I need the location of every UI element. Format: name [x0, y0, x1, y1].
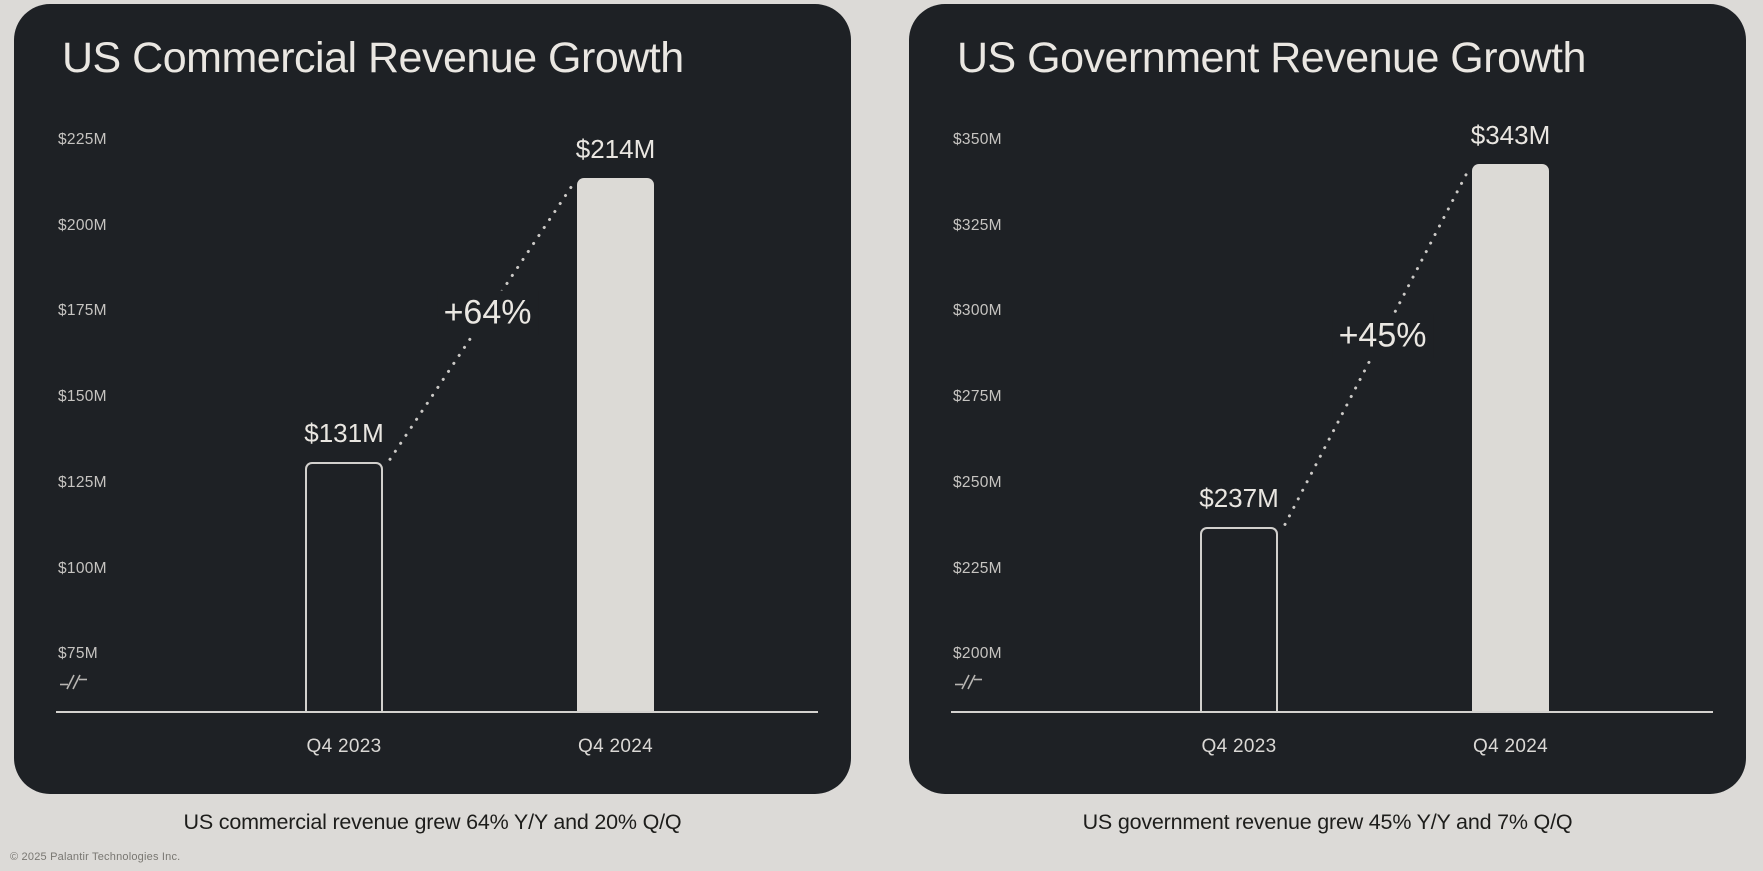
axis-break-icon — [60, 673, 88, 696]
bar-q4-2024 — [577, 177, 654, 711]
y-axis-tick-label: $225M — [953, 559, 1002, 577]
bar-value-label: $237M — [1199, 483, 1279, 514]
bar-q4-2023 — [305, 462, 383, 711]
x-axis-label: Q4 2023 — [1201, 736, 1277, 757]
growth-percent-label: +45% — [1331, 313, 1434, 359]
y-axis-tick-label: $250M — [953, 473, 1002, 491]
y-axis-tick-label: $125M — [58, 473, 107, 491]
copyright-text: © 2025 Palantir Technologies Inc. — [10, 851, 181, 863]
bar-value-label: $131M — [304, 418, 384, 449]
chart-card-commercial: US Commercial Revenue Growth $225M $200M $1… — [14, 4, 851, 794]
x-axis-label: Q4 2023 — [306, 736, 382, 757]
x-axis-baseline — [951, 711, 1713, 713]
x-axis-label: Q4 2024 — [578, 736, 653, 757]
growth-dotted-line — [1283, 167, 1471, 526]
chart-title: US Commercial Revenue Growth — [62, 34, 684, 82]
chart-card-government: US Government Revenue Growth $350M $325M $3… — [909, 4, 1746, 794]
chart-caption: US commercial revenue grew 64% Y/Y and 2… — [183, 810, 682, 834]
bar-q4-2023 — [1200, 527, 1278, 711]
chart-caption: US government revenue grew 45% Y/Y and 7… — [1082, 810, 1573, 834]
y-axis-tick-label: $325M — [953, 216, 1002, 234]
y-axis-tick-label: $350M — [953, 131, 1002, 148]
bar-q4-2024 — [1472, 164, 1549, 711]
x-axis-baseline — [56, 711, 818, 713]
growth-dotted-line — [388, 181, 576, 461]
growth-percent-label: +64% — [436, 290, 539, 336]
y-axis-tick-label: $150M — [58, 388, 107, 406]
y-axis-tick-label: $200M — [58, 216, 107, 234]
axis-break-icon — [955, 673, 983, 696]
y-axis-tick-label: $275M — [953, 388, 1002, 406]
y-axis-tick-label: $175M — [58, 302, 107, 320]
x-axis-label: Q4 2024 — [1473, 736, 1548, 757]
y-axis-tick-label: $225M — [58, 131, 107, 148]
y-axis-tick-label: $300M — [953, 302, 1002, 320]
y-axis-tick-label: $200M — [953, 645, 1002, 663]
chart-title: US Government Revenue Growth — [957, 34, 1586, 82]
bar-value-label: $343M — [1470, 120, 1551, 150]
y-axis-tick-label: $100M — [58, 559, 107, 577]
y-axis-tick-label: $75M — [58, 645, 98, 663]
bar-value-label: $214M — [575, 133, 656, 164]
